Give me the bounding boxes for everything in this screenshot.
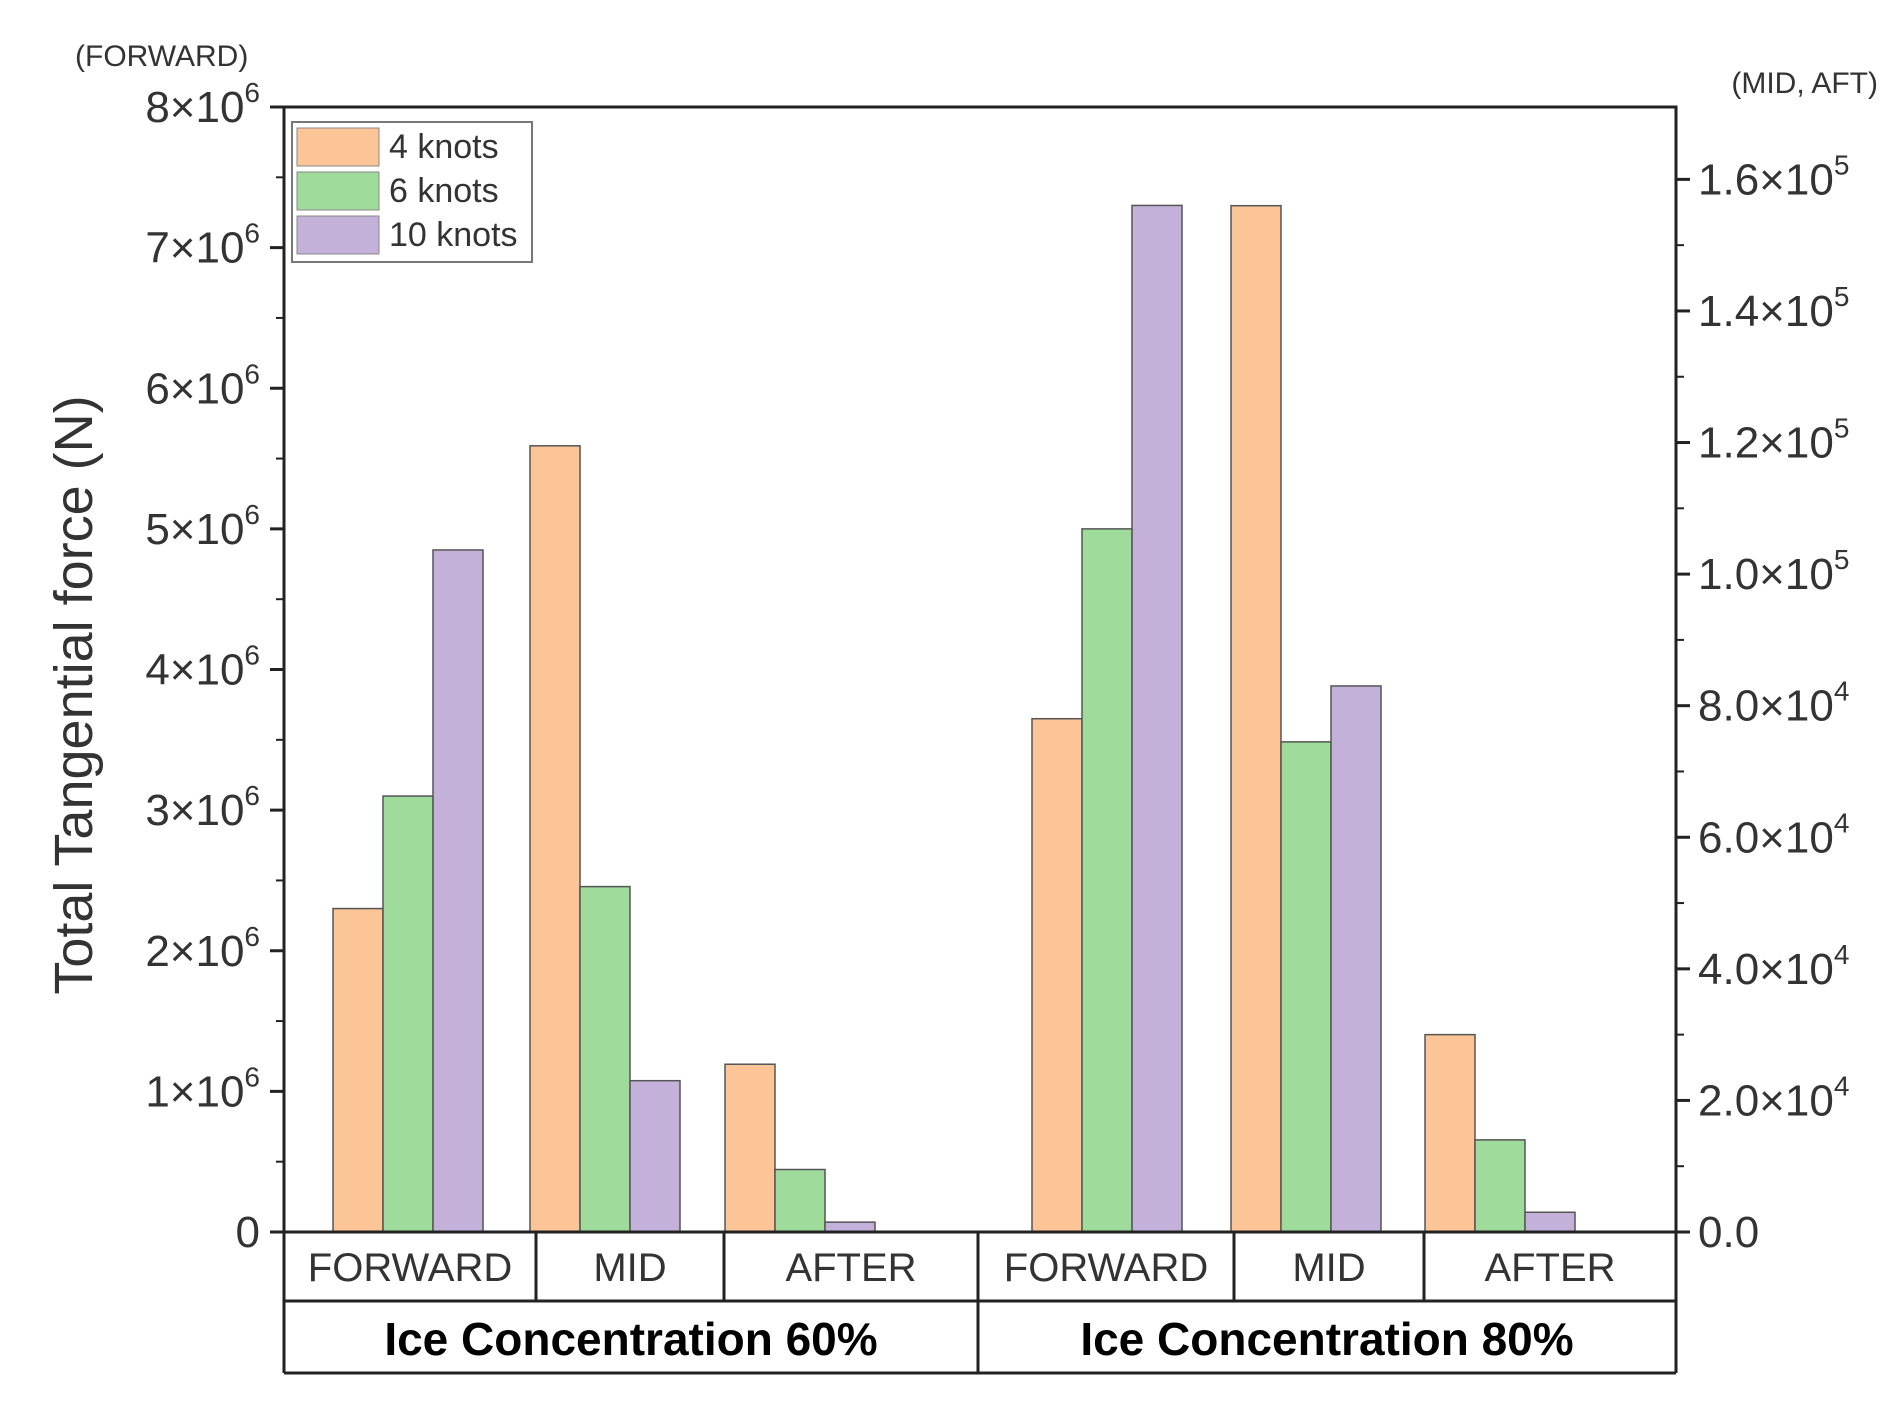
bar-after-1-4-knots <box>724 1063 776 1233</box>
left-tick-label: 1×106 <box>145 1061 260 1116</box>
left-tick-label: 5×106 <box>145 499 260 554</box>
legend-label-10-knots: 10 knots <box>389 216 518 254</box>
legend-swatch-10-knots <box>296 215 380 255</box>
left-tick-label: 3×106 <box>145 780 260 835</box>
legend-swatch-4-knots <box>296 127 380 167</box>
plot-frame <box>282 105 1678 1234</box>
bar-mid-1-10-knots <box>629 1079 681 1233</box>
bar-forward-2-10-knots <box>1131 204 1183 1233</box>
bar-mid-2-4-knots <box>1230 204 1282 1233</box>
right-tick-label: 1.4×105 <box>1698 281 1849 336</box>
bar-forward-2-6-knots <box>1081 528 1133 1233</box>
y-axis-title: Total Tangential force (N) <box>44 395 104 994</box>
right-tick-label: 2.0×104 <box>1698 1070 1849 1125</box>
legend: 4 knots 6 knots 10 knots <box>291 121 533 263</box>
left-tick-label: 4×106 <box>145 640 260 695</box>
right-axis-ticks: 0.0 2.0×104 4.0×104 6.0×104 8.0×104 1.0×105 1.… <box>1676 149 1849 1257</box>
bar-after-1-6-knots <box>774 1168 826 1233</box>
category-label-forward: FORWARD <box>308 1246 512 1290</box>
left-axis-ticks: 0 1×106 2×106 3×106 4×106 5×106 6×106 7×106 8×10… <box>145 77 284 1257</box>
right-tick-label: 1.2×105 <box>1698 413 1849 468</box>
bar-mid-2-10-knots <box>1330 685 1382 1233</box>
bar-mid-1-6-knots <box>579 885 631 1233</box>
right-axis-note: (MID, AFT) <box>1731 67 1878 100</box>
right-tick-label: 8.0×104 <box>1698 676 1849 731</box>
category-table: FORWARD MID AFTER Ice Concentration 60% FORW… <box>282 1232 1678 1375</box>
bar-forward-1-10-knots <box>432 549 484 1233</box>
legend-label-6-knots: 6 knots <box>389 172 499 210</box>
left-tick-label: 2×106 <box>145 921 260 976</box>
left-tick-label: 7×106 <box>145 218 260 273</box>
group-label: Ice Concentration 60% <box>384 1313 877 1365</box>
left-axis-note: (FORWARD) <box>75 40 248 73</box>
right-tick-label: 0.0 <box>1698 1208 1759 1257</box>
bars-layer <box>332 204 1576 1233</box>
bar-forward-1-4-knots <box>332 907 384 1233</box>
right-tick-label: 1.6×105 <box>1698 149 1849 204</box>
group-label: Ice Concentration 80% <box>1080 1313 1573 1365</box>
bar-mid-1-4-knots <box>529 445 581 1233</box>
right-tick-label: 6.0×104 <box>1698 807 1849 862</box>
bar-forward-2-4-knots <box>1031 717 1083 1233</box>
bar-after-2-4-knots <box>1424 1033 1476 1233</box>
bar-mid-2-6-knots <box>1280 741 1332 1233</box>
category-label-after: AFTER <box>1484 1246 1615 1290</box>
legend-label-4-knots: 4 knots <box>389 128 499 166</box>
right-tick-label: 4.0×104 <box>1698 939 1849 994</box>
bar-after-2-6-knots <box>1474 1139 1526 1233</box>
left-tick-label: 8×106 <box>145 77 260 132</box>
legend-swatch-6-knots <box>296 171 380 211</box>
category-label-mid: MID <box>593 1246 666 1290</box>
bar-after-2-10-knots <box>1524 1211 1576 1233</box>
category-label-forward: FORWARD <box>1004 1246 1208 1290</box>
category-label-mid: MID <box>1292 1246 1365 1290</box>
left-tick-label: 0 <box>236 1208 260 1257</box>
category-label-after: AFTER <box>785 1246 916 1290</box>
left-tick-label: 6×106 <box>145 358 260 413</box>
bar-forward-1-6-knots <box>382 795 434 1233</box>
right-tick-label: 1.0×105 <box>1698 544 1849 599</box>
